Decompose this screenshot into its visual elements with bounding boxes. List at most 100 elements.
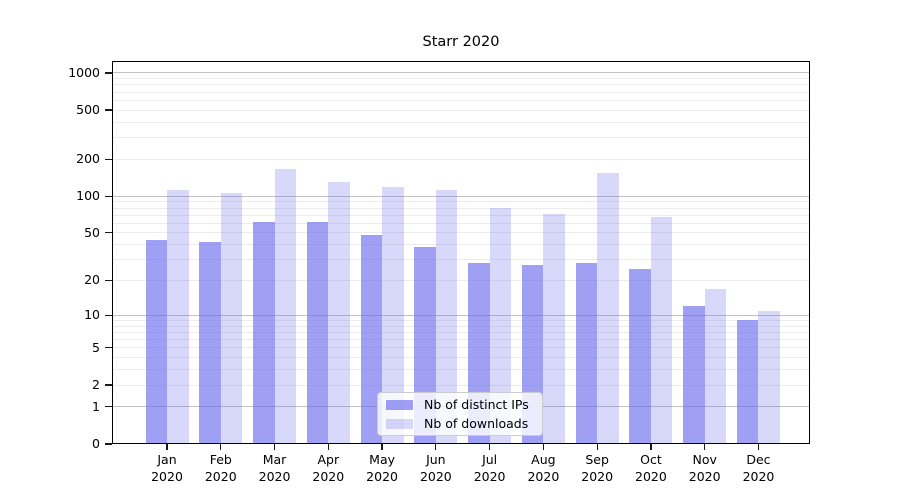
bar-downloads-may [382, 187, 404, 444]
x-tick-label: Jun 2020 [404, 452, 468, 485]
y-tick-label: 500 [76, 102, 100, 118]
y-tick-label: 200 [76, 151, 100, 167]
bar-downloads-aug [543, 214, 565, 444]
x-tick-label: Jan 2020 [135, 452, 199, 485]
y-tick-mark [105, 406, 112, 408]
minor-gridline [112, 78, 810, 80]
x-tick-month: Sep [585, 452, 609, 467]
y-tick-mark [105, 109, 112, 111]
minor-gridline [112, 121, 810, 123]
x-tick-label: Apr 2020 [296, 452, 360, 485]
minor-gridline [112, 214, 810, 216]
x-tick-year: 2020 [742, 468, 775, 484]
x-tick-mark [381, 444, 383, 450]
x-tick-mark [542, 444, 545, 450]
x-tick-year: 2020 [688, 468, 721, 484]
bar-downloads-jun [435, 189, 458, 444]
x-tick-month: Oct [640, 452, 662, 467]
x-tick-label: Oct 2020 [619, 452, 683, 485]
minor-gridline [112, 207, 810, 209]
legend-label-distinct-ips: Nb of distinct IPs [424, 397, 529, 412]
legend-swatch-downloads [386, 418, 413, 429]
x-tick-label: Feb 2020 [189, 452, 253, 485]
minor-gridline [112, 325, 810, 327]
bar-downloads-sep [597, 172, 619, 444]
bar-distinct-ips-jan [145, 239, 167, 444]
minor-gridline [112, 259, 810, 261]
legend-item-downloads: Nb of downloads [386, 414, 542, 433]
bar-distinct-ips-apr [306, 222, 329, 444]
y-tick-mark [105, 232, 112, 234]
x-tick-mark [166, 444, 168, 450]
x-tick-mark [596, 444, 598, 450]
x-tick-year: 2020 [258, 468, 291, 484]
y-tick-mark [105, 347, 112, 349]
bar-downloads-jan [167, 189, 189, 444]
x-tick-month: Jun [426, 452, 446, 467]
y-tick-label: 1000 [68, 64, 100, 80]
x-tick-label: Aug 2020 [511, 452, 575, 485]
y-tick-label: 50 [84, 224, 100, 240]
minor-gridline [112, 357, 810, 359]
minor-gridline [112, 347, 810, 349]
bar-distinct-ips-may [360, 234, 383, 444]
x-tick-month: Jan [157, 452, 177, 467]
x-tick-label: Nov 2020 [673, 452, 737, 485]
y-tick-label: 0 [92, 436, 100, 451]
legend-swatch-distinct-ips [386, 399, 413, 410]
x-tick-year: 2020 [204, 468, 237, 484]
x-tick-month: Aug [531, 452, 556, 467]
minor-gridline [112, 99, 810, 101]
x-tick-mark [273, 444, 276, 450]
bar-distinct-ips-nov [683, 306, 705, 444]
bar-downloads-oct [650, 216, 673, 444]
x-tick-mark [704, 444, 706, 450]
bar-downloads-nov [704, 288, 727, 444]
plot-area: Nb of distinct IPs Nb of downloads [112, 61, 810, 444]
major-gridline [112, 314, 810, 316]
x-tick-year: 2020 [366, 468, 398, 484]
y-tick-label: 10 [84, 307, 100, 323]
legend: Nb of distinct IPs Nb of downloads [377, 392, 543, 436]
minor-gridline [112, 201, 810, 203]
bar-distinct-ips-feb [199, 242, 221, 444]
x-tick-label: Dec 2020 [726, 452, 790, 485]
x-tick-month: Jul [482, 452, 498, 467]
legend-item-distinct-ips: Nb of distinct IPs [386, 395, 542, 414]
x-tick-month: Apr [317, 452, 340, 467]
x-tick-label: Jul 2020 [458, 452, 522, 485]
bar-downloads-apr [328, 181, 350, 444]
y-tick-label: 2 [92, 377, 100, 392]
x-tick-month: Mar [262, 452, 287, 467]
minor-gridline [112, 232, 810, 234]
x-tick-year: 2020 [635, 468, 667, 484]
x-tick-month: Nov [692, 452, 717, 467]
minor-gridline [112, 279, 810, 281]
minor-gridline [112, 384, 810, 386]
y-tick-mark [105, 384, 112, 386]
y-tick-mark [105, 195, 112, 197]
bar-downloads-dec [758, 310, 780, 444]
legend-label-downloads: Nb of downloads [424, 416, 529, 431]
minor-gridline [112, 158, 810, 160]
minor-gridline [112, 109, 810, 111]
x-tick-year: 2020 [527, 468, 560, 484]
y-tick-mark [105, 279, 112, 282]
bar-downloads-jul [489, 208, 512, 444]
y-tick-label: 5 [92, 339, 100, 355]
minor-gridline [112, 319, 810, 321]
x-tick-month: Dec [746, 452, 771, 467]
y-tick-label: 20 [84, 272, 100, 288]
major-gridline [112, 195, 810, 197]
y-tick-label: 1 [92, 398, 100, 414]
y-tick-mark [105, 314, 112, 316]
x-tick-month: Feb [209, 452, 232, 467]
x-tick-mark [488, 444, 491, 450]
x-tick-year: 2020 [312, 468, 345, 484]
y-tick-mark [105, 72, 112, 74]
x-tick-mark [220, 444, 222, 450]
bar-distinct-ips-oct [629, 269, 651, 444]
chart-title: Starr 2020 [422, 34, 500, 50]
minor-gridline [112, 369, 810, 371]
